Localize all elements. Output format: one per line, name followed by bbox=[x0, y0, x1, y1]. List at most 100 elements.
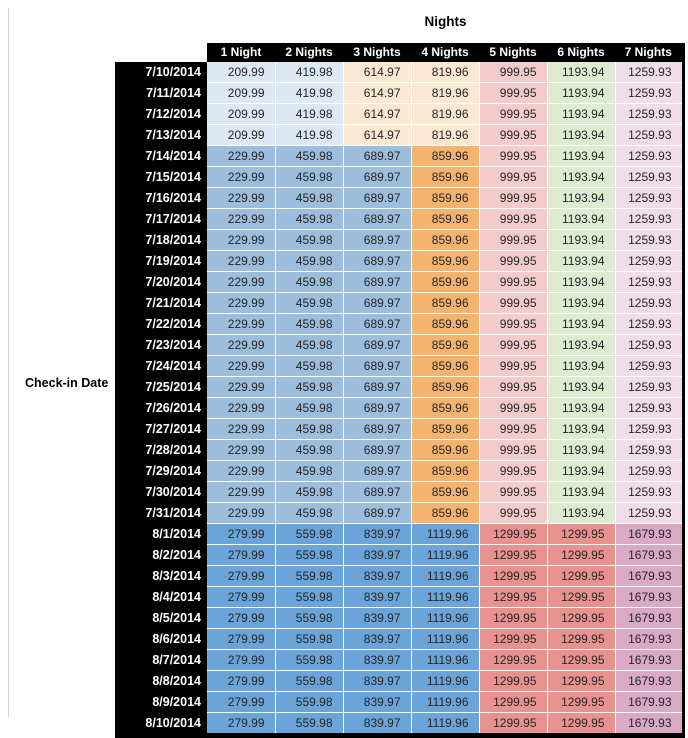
price-cell[interactable]: 999.95 bbox=[479, 418, 548, 440]
price-cell[interactable]: 1259.93 bbox=[615, 439, 683, 461]
price-cell[interactable]: 1299.95 bbox=[479, 628, 548, 650]
price-cell[interactable]: 1259.93 bbox=[615, 271, 683, 293]
price-cell[interactable]: 859.96 bbox=[411, 250, 480, 272]
price-cell[interactable]: 819.96 bbox=[411, 124, 480, 146]
price-cell[interactable]: 689.97 bbox=[343, 439, 412, 461]
price-cell[interactable]: 229.99 bbox=[207, 355, 276, 377]
price-cell[interactable]: 1679.93 bbox=[615, 607, 683, 629]
price-cell[interactable]: 459.98 bbox=[275, 250, 344, 272]
price-cell[interactable]: 1193.94 bbox=[547, 62, 616, 83]
price-cell[interactable]: 229.99 bbox=[207, 334, 276, 356]
price-cell[interactable]: 459.98 bbox=[275, 355, 344, 377]
price-cell[interactable]: 279.99 bbox=[207, 628, 276, 650]
price-cell[interactable]: 1193.94 bbox=[547, 124, 616, 146]
row-header-date[interactable]: 7/14/2014 bbox=[115, 145, 207, 167]
price-cell[interactable]: 689.97 bbox=[343, 355, 412, 377]
price-cell[interactable]: 839.97 bbox=[343, 607, 412, 629]
price-cell[interactable]: 229.99 bbox=[207, 229, 276, 251]
price-cell[interactable]: 459.98 bbox=[275, 229, 344, 251]
column-header[interactable]: 3 Nights bbox=[343, 43, 411, 62]
price-cell[interactable]: 999.95 bbox=[479, 250, 548, 272]
price-cell[interactable]: 999.95 bbox=[479, 334, 548, 356]
row-header-date[interactable]: 8/6/2014 bbox=[115, 628, 207, 650]
price-cell[interactable]: 1193.94 bbox=[547, 502, 616, 524]
price-cell[interactable]: 1259.93 bbox=[615, 313, 683, 335]
row-header-date[interactable]: 7/29/2014 bbox=[115, 460, 207, 482]
price-cell[interactable]: 1259.93 bbox=[615, 229, 683, 251]
price-cell[interactable]: 1119.96 bbox=[411, 649, 480, 671]
row-header-date[interactable]: 7/17/2014 bbox=[115, 208, 207, 230]
price-cell[interactable]: 859.96 bbox=[411, 208, 480, 230]
price-cell[interactable]: 839.97 bbox=[343, 586, 412, 608]
price-cell[interactable]: 279.99 bbox=[207, 565, 276, 587]
price-cell[interactable]: 1299.95 bbox=[479, 607, 548, 629]
row-header-date[interactable]: 7/20/2014 bbox=[115, 271, 207, 293]
price-cell[interactable]: 689.97 bbox=[343, 208, 412, 230]
price-cell[interactable]: 1259.93 bbox=[615, 292, 683, 314]
price-cell[interactable]: 1193.94 bbox=[547, 187, 616, 209]
price-cell[interactable]: 1259.93 bbox=[615, 355, 683, 377]
price-cell[interactable]: 1193.94 bbox=[547, 334, 616, 356]
price-cell[interactable]: 1299.95 bbox=[479, 670, 548, 692]
price-cell[interactable]: 279.99 bbox=[207, 586, 276, 608]
price-cell[interactable]: 999.95 bbox=[479, 103, 548, 125]
price-cell[interactable]: 1259.93 bbox=[615, 208, 683, 230]
price-cell[interactable]: 279.99 bbox=[207, 523, 276, 545]
row-header-date[interactable]: 7/27/2014 bbox=[115, 418, 207, 440]
price-cell[interactable]: 1259.93 bbox=[615, 397, 683, 419]
price-cell[interactable]: 1119.96 bbox=[411, 544, 480, 566]
price-cell[interactable]: 689.97 bbox=[343, 187, 412, 209]
price-cell[interactable]: 859.96 bbox=[411, 418, 480, 440]
row-header-date[interactable]: 7/11/2014 bbox=[115, 82, 207, 104]
price-cell[interactable]: 999.95 bbox=[479, 313, 548, 335]
price-cell[interactable]: 689.97 bbox=[343, 460, 412, 482]
price-cell[interactable]: 839.97 bbox=[343, 691, 412, 713]
price-cell[interactable]: 999.95 bbox=[479, 229, 548, 251]
price-cell[interactable]: 229.99 bbox=[207, 376, 276, 398]
price-cell[interactable]: 859.96 bbox=[411, 271, 480, 293]
row-header-date[interactable]: 7/12/2014 bbox=[115, 103, 207, 125]
price-cell[interactable]: 229.99 bbox=[207, 145, 276, 167]
price-cell[interactable]: 1193.94 bbox=[547, 439, 616, 461]
price-cell[interactable]: 279.99 bbox=[207, 712, 276, 736]
price-cell[interactable]: 1193.94 bbox=[547, 313, 616, 335]
price-cell[interactable]: 1193.94 bbox=[547, 229, 616, 251]
price-cell[interactable]: 229.99 bbox=[207, 208, 276, 230]
price-cell[interactable]: 999.95 bbox=[479, 502, 548, 524]
price-cell[interactable]: 1299.95 bbox=[547, 586, 616, 608]
row-header-date[interactable]: 8/10/2014 bbox=[115, 712, 207, 736]
row-header-date[interactable]: 8/3/2014 bbox=[115, 565, 207, 587]
price-cell[interactable]: 859.96 bbox=[411, 229, 480, 251]
price-cell[interactable]: 999.95 bbox=[479, 208, 548, 230]
price-cell[interactable]: 689.97 bbox=[343, 502, 412, 524]
price-cell[interactable]: 279.99 bbox=[207, 544, 276, 566]
price-cell[interactable]: 1119.96 bbox=[411, 586, 480, 608]
price-cell[interactable]: 689.97 bbox=[343, 145, 412, 167]
price-cell[interactable]: 1679.93 bbox=[615, 712, 683, 736]
price-cell[interactable]: 999.95 bbox=[479, 460, 548, 482]
price-cell[interactable]: 1193.94 bbox=[547, 103, 616, 125]
price-cell[interactable]: 459.98 bbox=[275, 208, 344, 230]
price-cell[interactable]: 559.98 bbox=[275, 670, 344, 692]
price-cell[interactable]: 1299.95 bbox=[547, 691, 616, 713]
price-cell[interactable]: 279.99 bbox=[207, 670, 276, 692]
price-cell[interactable]: 999.95 bbox=[479, 62, 548, 83]
price-cell[interactable]: 1259.93 bbox=[615, 250, 683, 272]
price-cell[interactable]: 1259.93 bbox=[615, 103, 683, 125]
price-cell[interactable]: 229.99 bbox=[207, 166, 276, 188]
price-cell[interactable]: 459.98 bbox=[275, 481, 344, 503]
column-header[interactable]: 5 Nights bbox=[479, 43, 547, 62]
price-cell[interactable]: 859.96 bbox=[411, 439, 480, 461]
price-cell[interactable]: 559.98 bbox=[275, 586, 344, 608]
price-cell[interactable]: 1259.93 bbox=[615, 418, 683, 440]
price-cell[interactable]: 1299.95 bbox=[479, 544, 548, 566]
price-cell[interactable]: 1119.96 bbox=[411, 712, 480, 736]
price-cell[interactable]: 459.98 bbox=[275, 334, 344, 356]
price-cell[interactable]: 1193.94 bbox=[547, 355, 616, 377]
price-cell[interactable]: 859.96 bbox=[411, 460, 480, 482]
price-cell[interactable]: 1119.96 bbox=[411, 628, 480, 650]
price-cell[interactable]: 459.98 bbox=[275, 502, 344, 524]
price-cell[interactable]: 819.96 bbox=[411, 82, 480, 104]
price-cell[interactable]: 229.99 bbox=[207, 439, 276, 461]
price-cell[interactable]: 839.97 bbox=[343, 523, 412, 545]
